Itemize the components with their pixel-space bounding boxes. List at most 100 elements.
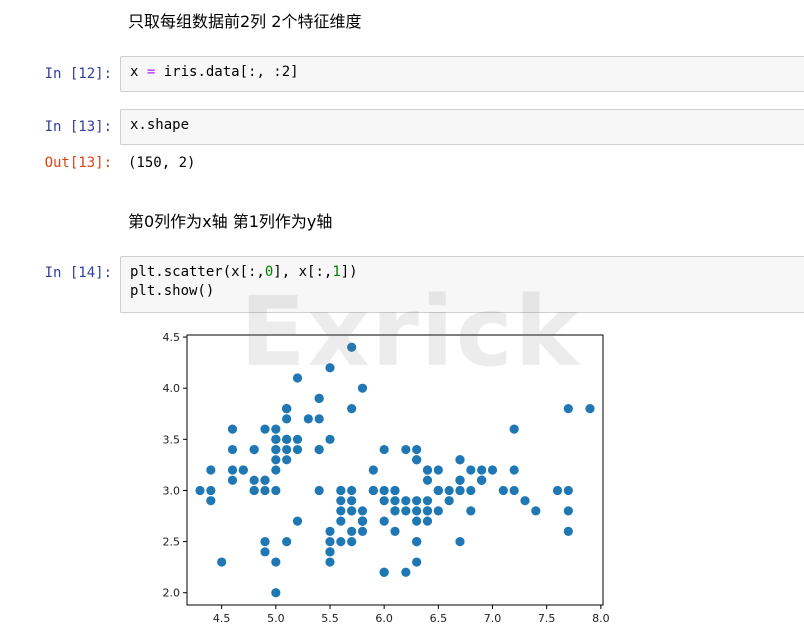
scatter-point: [249, 475, 259, 485]
scatter-plot: 4.5 5.0 5.5 6.0 6.5 7.0 7.5 8.0 2.0 2.5 3.0 3.5 4.0…: [163, 331, 610, 625]
scatter-point: [433, 485, 443, 496]
scatter-point: [325, 557, 335, 567]
code-text: plt.show(): [130, 283, 215, 299]
scatter-point: [260, 485, 270, 496]
code-text: iris.data[:, :2]: [155, 64, 299, 80]
scatter-point: [260, 547, 270, 557]
scatter-point: [379, 444, 389, 455]
scatter-point: [271, 424, 281, 434]
scatter-points: [195, 342, 595, 598]
scatter-point: [206, 465, 216, 475]
code-cell-14[interactable]: plt.scatter(x[:,0], x[:,1]) plt.show(): [120, 256, 804, 313]
scatter-point: [260, 475, 270, 485]
scatter-point: [271, 434, 281, 444]
cell-out-13-value: (150, 2): [128, 155, 196, 171]
markdown-heading-1: 只取每组数据前2列 2个特征维度: [128, 12, 362, 31]
x-tick-label: 7.0: [484, 612, 502, 625]
scatter-point: [325, 526, 335, 536]
code-text: x.shape: [130, 117, 190, 133]
scatter-point: [563, 506, 573, 516]
scatter-point: [401, 506, 411, 516]
code-text: ], x[:,: [273, 264, 333, 280]
scatter-point: [314, 485, 324, 496]
scatter-point: [347, 526, 357, 536]
scatter-point: [314, 393, 324, 404]
scatter-point: [227, 444, 238, 455]
code-number: 0: [264, 264, 274, 280]
scatter-point: [336, 496, 346, 506]
scatter-point: [412, 496, 422, 506]
scatter-point: [347, 404, 357, 414]
y-axis: 2.0 2.5 3.0 3.5 4.0 4.5: [163, 331, 187, 600]
scatter-point: [357, 516, 368, 526]
scatter-point: [412, 557, 422, 567]
scatter-point: [249, 485, 259, 496]
scatter-point: [509, 424, 519, 434]
scatter-point: [368, 485, 378, 496]
x-tick-label: 5.5: [321, 612, 339, 625]
scatter-point: [401, 567, 411, 577]
scatter-point: [347, 342, 357, 352]
code-text: ]): [340, 264, 358, 280]
scatter-point: [509, 465, 519, 475]
scatter-point: [238, 465, 248, 475]
scatter-point: [282, 455, 292, 465]
scatter-point: [401, 444, 411, 455]
scatter-point: [412, 506, 422, 516]
code-cell-13[interactable]: x.shape: [120, 109, 804, 145]
scatter-point: [282, 536, 292, 547]
scatter-point: [271, 444, 281, 455]
code-text: plt.scatter(x[:,: [130, 264, 265, 280]
y-tick-label: 4.5: [163, 331, 181, 344]
scatter-point: [336, 516, 346, 526]
scatter-point: [412, 536, 422, 547]
scatter-point: [390, 526, 400, 536]
x-tick-label: 4.5: [213, 612, 231, 625]
scatter-point: [412, 444, 422, 455]
scatter-point: [585, 404, 595, 414]
scatter-point: [357, 526, 368, 536]
scatter-point: [390, 496, 400, 506]
scatter-point: [325, 536, 335, 547]
x-tick-label: 7.5: [538, 612, 556, 625]
scatter-point: [336, 506, 346, 516]
scatter-point: [466, 506, 476, 516]
scatter-point: [336, 485, 346, 496]
scatter-point: [260, 536, 270, 547]
scatter-point: [292, 373, 303, 383]
scatter-point: [282, 414, 292, 424]
scatter-point: [325, 363, 335, 373]
scatter-point: [292, 434, 303, 444]
scatter-point: [422, 516, 433, 526]
scatter-point: [217, 557, 227, 567]
y-tick-label: 2.5: [163, 536, 181, 549]
x-axis: 4.5 5.0 5.5 6.0 6.5 7.0 7.5 8.0: [213, 605, 610, 625]
scatter-point: [292, 516, 303, 526]
scatter-point: [401, 496, 411, 506]
code-cell-12[interactable]: x = iris.data[:, :2]: [120, 56, 804, 92]
scatter-point: [282, 404, 292, 414]
scatter-point: [325, 434, 335, 444]
scatter-point: [433, 506, 443, 516]
scatter-point: [347, 536, 357, 547]
scatter-point: [422, 465, 433, 475]
scatter-point: [271, 588, 281, 598]
scatter-point: [477, 475, 487, 485]
scatter-point: [271, 455, 281, 465]
scatter-point: [271, 485, 281, 496]
scatter-point: [282, 444, 292, 455]
scatter-point: [227, 465, 238, 475]
scatter-point: [498, 485, 508, 496]
scatter-point: [260, 424, 270, 434]
scatter-point: [206, 485, 216, 496]
scatter-point: [509, 485, 519, 496]
scatter-point: [314, 414, 324, 424]
markdown-heading-2: 第0列作为x轴 第1列作为y轴: [128, 212, 333, 231]
y-tick-label: 2.0: [163, 587, 181, 600]
scatter-point: [563, 404, 573, 414]
scatter-point: [379, 567, 389, 577]
scatter-point: [379, 496, 389, 506]
code-text: x: [130, 64, 147, 80]
scatter-point: [433, 465, 443, 475]
scatter-point: [552, 485, 563, 496]
